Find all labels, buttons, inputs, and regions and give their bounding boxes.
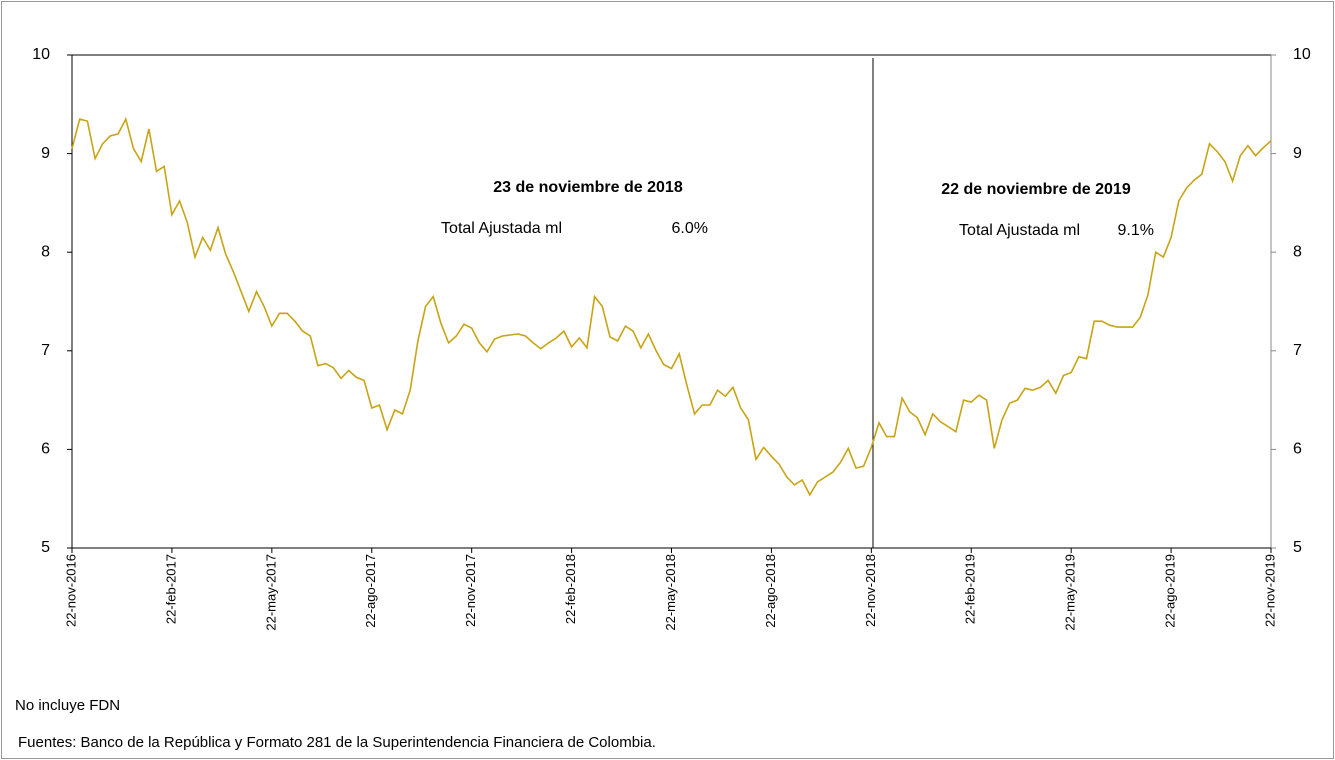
x-tick-label: 22-nov-2016 bbox=[63, 554, 78, 627]
y-tick-label: 6 bbox=[41, 441, 50, 458]
y-tick-label: 8 bbox=[1293, 243, 1302, 260]
note: Fuentes: Banco de la República y Formato… bbox=[18, 734, 656, 751]
annotation-text: Total Ajustada ml bbox=[959, 222, 1080, 239]
y-tick-label: 7 bbox=[1293, 342, 1302, 359]
y-tick-label: 7 bbox=[41, 342, 50, 359]
y-tick-label: 6 bbox=[1293, 441, 1302, 458]
annotation-title: 23 de noviembre de 2018 bbox=[493, 179, 683, 196]
y-tick-label: 9 bbox=[1293, 145, 1302, 162]
y-tick-label: 10 bbox=[1293, 46, 1311, 63]
x-tick-label: 22-may-2019 bbox=[1063, 554, 1078, 631]
note: No incluye FDN bbox=[15, 697, 120, 714]
x-tick-label: 22-nov-2017 bbox=[463, 554, 478, 627]
x-tick-label: 22-ago-2017 bbox=[363, 554, 378, 628]
x-tick-label: 22-feb-2019 bbox=[963, 554, 978, 624]
x-tick-label: 22-may-2017 bbox=[263, 554, 278, 631]
annotation-value: 9.1% bbox=[1118, 222, 1154, 239]
y-tick-label: 9 bbox=[41, 145, 50, 162]
line-series bbox=[71, 116, 1272, 497]
y-tick-label: 5 bbox=[41, 539, 50, 556]
annotation-title: 22 de noviembre de 2019 bbox=[941, 181, 1131, 198]
x-tick-label: 22-ago-2018 bbox=[763, 554, 778, 628]
x-tick-label: 22-feb-2017 bbox=[163, 554, 178, 624]
y-tick-label: 8 bbox=[41, 243, 50, 260]
annotation-value: 6.0% bbox=[672, 220, 708, 237]
annotation-text: Total Ajustada ml bbox=[441, 220, 562, 237]
x-tick-label: 22-may-2018 bbox=[663, 554, 678, 631]
y-tick-label: 5 bbox=[1293, 539, 1302, 556]
x-tick-label: 22-nov-2019 bbox=[1262, 554, 1277, 627]
y-tick-label: 10 bbox=[32, 46, 50, 63]
x-tick-label: 22-ago-2019 bbox=[1163, 554, 1178, 628]
x-tick-label: 22-nov-2018 bbox=[863, 554, 878, 627]
x-tick-label: 22-feb-2018 bbox=[563, 554, 578, 624]
